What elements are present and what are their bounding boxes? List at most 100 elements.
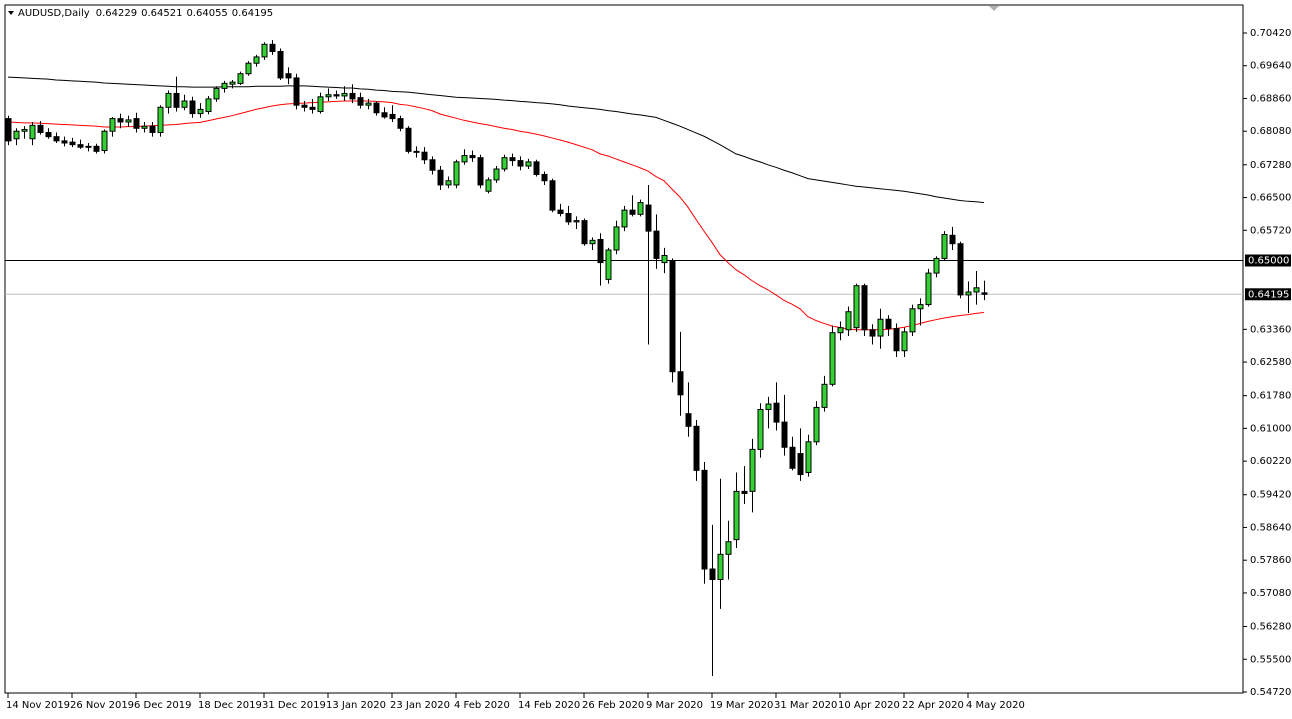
candle-body bbox=[661, 254, 668, 264]
candle-body bbox=[229, 81, 236, 85]
candle-body bbox=[117, 118, 124, 123]
candle-body bbox=[397, 118, 404, 129]
candle-body bbox=[733, 490, 740, 541]
x-tick-label: 14 Nov 2019 bbox=[6, 700, 70, 711]
candle-body bbox=[981, 292, 988, 295]
candle-body bbox=[269, 43, 276, 52]
candle-body bbox=[805, 441, 812, 473]
y-tick-label: 0.61780 bbox=[1250, 391, 1291, 402]
y-tick-label: 0.67280 bbox=[1250, 160, 1291, 171]
candle-body bbox=[453, 161, 460, 186]
candle-body bbox=[765, 403, 772, 411]
candle-body bbox=[429, 159, 436, 171]
candle-body bbox=[693, 425, 700, 471]
candle-body bbox=[677, 371, 684, 396]
y-tick-label: 0.60220 bbox=[1250, 456, 1291, 467]
last-high: 0.64521 bbox=[141, 8, 182, 19]
x-tick-label: 19 Mar 2020 bbox=[710, 700, 773, 711]
candle-body bbox=[573, 220, 580, 223]
moving-average bbox=[7, 76, 985, 204]
candle-body bbox=[901, 331, 908, 352]
x-tick-label: 6 Dec 2019 bbox=[134, 700, 192, 711]
candle-body bbox=[869, 329, 876, 337]
chart-title: AUDUSD,Daily bbox=[18, 8, 90, 19]
candle-body bbox=[181, 100, 188, 108]
candle-body bbox=[253, 56, 260, 64]
candle-body bbox=[333, 94, 340, 97]
candle-body bbox=[533, 161, 540, 175]
y-tick-label: 0.66500 bbox=[1250, 193, 1291, 204]
candle-body bbox=[341, 92, 348, 97]
candle-body bbox=[461, 155, 468, 163]
candle-body bbox=[309, 106, 316, 110]
candle-body bbox=[93, 145, 100, 152]
candle-body bbox=[853, 285, 860, 329]
candle-body bbox=[701, 469, 708, 570]
candle-body bbox=[381, 112, 388, 118]
last-close: 0.64195 bbox=[232, 8, 273, 19]
candle-body bbox=[13, 130, 20, 140]
candle-body bbox=[149, 125, 156, 133]
candle-body bbox=[525, 161, 532, 167]
candle-body bbox=[757, 409, 764, 450]
candle-body bbox=[29, 124, 36, 140]
candle-body bbox=[437, 169, 444, 186]
candle-body bbox=[813, 406, 820, 443]
candle-body bbox=[917, 304, 924, 310]
candle-body bbox=[621, 209, 628, 228]
candle-body bbox=[21, 129, 28, 132]
y-tick-label: 0.55500 bbox=[1250, 654, 1291, 665]
x-tick-label: 26 Nov 2019 bbox=[70, 700, 134, 711]
y-tick-label: 0.57860 bbox=[1250, 555, 1291, 566]
candle-body bbox=[261, 43, 268, 58]
candle-body bbox=[509, 157, 516, 162]
candle-body bbox=[685, 413, 692, 427]
candle-body bbox=[725, 541, 732, 555]
level-label: 0.64195 bbox=[1248, 289, 1289, 300]
candle-body bbox=[941, 233, 948, 259]
last-low: 0.64055 bbox=[186, 8, 227, 19]
candle-body bbox=[637, 202, 644, 215]
candle-body bbox=[445, 180, 452, 186]
candle-body bbox=[237, 73, 244, 84]
candle-body bbox=[157, 106, 164, 133]
y-tick-label: 0.59420 bbox=[1250, 490, 1291, 501]
candle-body bbox=[213, 87, 220, 100]
candle-body bbox=[293, 77, 300, 106]
candle-body bbox=[389, 113, 396, 120]
candle-body bbox=[493, 168, 500, 181]
x-tick-label: 4 May 2020 bbox=[966, 700, 1025, 711]
level-label-box bbox=[1245, 254, 1291, 267]
candle-body bbox=[973, 287, 980, 293]
candle-body bbox=[933, 257, 940, 274]
x-tick-label: 23 Jan 2020 bbox=[390, 700, 450, 711]
candle-body bbox=[589, 239, 596, 245]
candle-body bbox=[69, 141, 76, 146]
candle-body bbox=[165, 92, 172, 108]
y-tick-label: 0.62580 bbox=[1250, 357, 1291, 368]
candle-body bbox=[221, 82, 228, 89]
candle-body bbox=[653, 230, 660, 259]
candle-body bbox=[85, 145, 92, 148]
candle-body bbox=[949, 234, 956, 245]
candle-body bbox=[709, 568, 716, 581]
candle-body bbox=[173, 92, 180, 108]
candle-body bbox=[469, 155, 476, 159]
candle-body bbox=[189, 100, 196, 115]
candle-body bbox=[893, 327, 900, 352]
candle-body bbox=[613, 226, 620, 251]
x-tick-label: 9 Mar 2020 bbox=[646, 700, 703, 711]
y-tick-label: 0.57080 bbox=[1250, 588, 1291, 599]
chart-header: AUDUSD,Daily 0.64229 0.64521 0.64055 0.64195 bbox=[18, 8, 273, 19]
candle-body bbox=[245, 62, 252, 75]
candle-body bbox=[669, 259, 676, 373]
level-label-box bbox=[1245, 288, 1291, 301]
candle-body bbox=[541, 173, 548, 182]
y-tick-label: 0.68860 bbox=[1250, 93, 1291, 104]
x-tick-label: 18 Dec 2019 bbox=[198, 700, 262, 711]
candle-body bbox=[781, 421, 788, 448]
candle-body bbox=[109, 118, 116, 132]
candle-body bbox=[741, 490, 748, 494]
candle-body bbox=[925, 272, 932, 306]
